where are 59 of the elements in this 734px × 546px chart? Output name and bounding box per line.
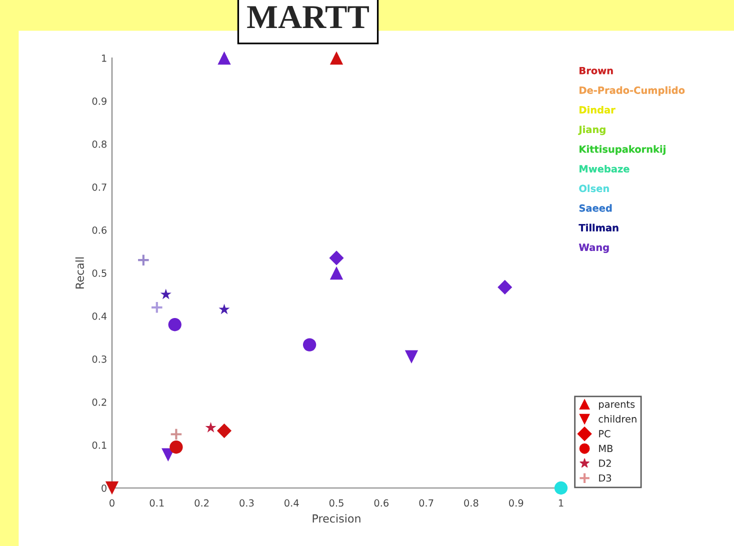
point <box>329 250 344 266</box>
x-tick-label: 0.6 <box>374 499 389 507</box>
point <box>216 424 232 438</box>
legend-label: parents <box>599 400 635 410</box>
x-tick-label: 0.5 <box>329 499 344 507</box>
x-axis-title: Precision <box>312 514 360 523</box>
y-tick-label: 0.1 <box>92 441 106 449</box>
point <box>218 51 231 65</box>
x-tick-label: 0.8 <box>464 499 478 507</box>
point <box>302 338 316 352</box>
legend-label: Mwebaze <box>580 164 630 173</box>
point <box>498 280 512 294</box>
legend-label: Wang <box>579 244 609 253</box>
x-tick-label: 0.9 <box>509 499 524 507</box>
point <box>105 481 119 495</box>
legend-label: De-Prado-Cumplido <box>580 86 685 96</box>
legend-label: Dindar <box>580 106 616 114</box>
legend-label: Brown <box>580 67 613 74</box>
legend-label: D3 <box>599 474 612 482</box>
x-tick-label: 0.1 <box>150 499 164 507</box>
legend-label: D2 <box>599 460 611 467</box>
point <box>330 51 344 65</box>
x-tick-label: 0.7 <box>419 499 434 507</box>
y-axis-title: Recall <box>75 257 84 288</box>
point <box>137 254 150 267</box>
point <box>554 481 568 495</box>
x-tick-label: 1 <box>558 499 564 506</box>
y-tick-label: 0.3 <box>92 355 106 363</box>
x-tick-label: 0 <box>110 499 114 507</box>
point <box>404 350 418 364</box>
x-tick-label: 0.3 <box>240 499 254 507</box>
y-tick-label: 0 <box>102 484 106 492</box>
point <box>168 318 182 332</box>
legend-label: PC <box>599 430 610 438</box>
x-tick-label: 0.2 <box>194 499 209 507</box>
y-tick-label: 1 <box>102 54 106 62</box>
y-tick-label: 0.5 <box>92 269 106 277</box>
y-tick-label: 0.7 <box>92 183 106 191</box>
legend-label: Kittisupakornkij <box>580 145 666 155</box>
y-tick-label: 0.8 <box>92 140 106 148</box>
point <box>170 428 183 441</box>
chart-title: MARTT <box>247 6 369 28</box>
point <box>150 300 164 314</box>
legend-label: Olsen <box>579 184 609 192</box>
point <box>170 440 183 454</box>
point <box>330 266 344 280</box>
legend-label: Saeed <box>579 204 612 212</box>
legend-label: Tillman <box>578 224 618 232</box>
x-tick-label: 0.4 <box>284 499 299 507</box>
point <box>218 304 230 314</box>
legend-label: Jiang <box>578 126 606 136</box>
y-tick-label: 0.2 <box>92 398 106 406</box>
point <box>205 422 216 432</box>
legend-label: children <box>598 415 636 423</box>
point <box>160 288 172 300</box>
y-tick-label: 0.4 <box>92 312 107 320</box>
legend-label: MB <box>599 444 613 452</box>
y-tick-label: 0.6 <box>92 226 107 234</box>
y-tick-label: 0.9 <box>92 97 106 105</box>
